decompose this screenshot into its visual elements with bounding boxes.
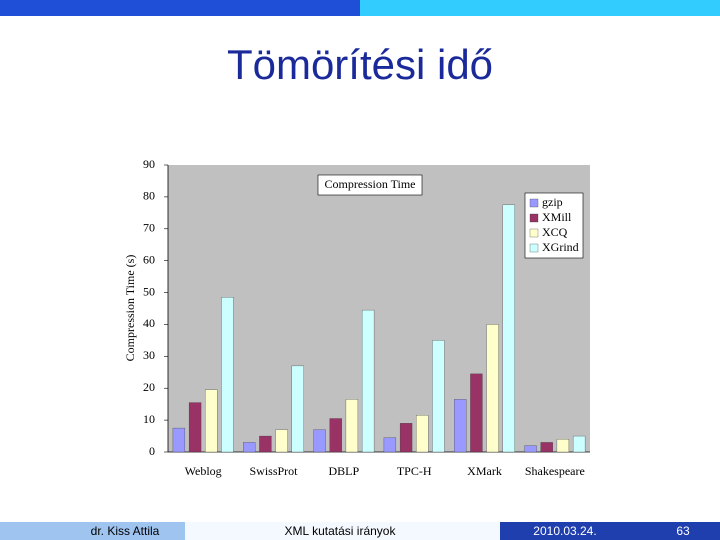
bar — [454, 399, 467, 453]
bar — [275, 429, 288, 453]
bar — [399, 423, 413, 453]
footer-author: dr. Kiss Attila — [91, 524, 160, 538]
bar — [345, 399, 359, 453]
bar — [172, 427, 186, 453]
x-tick-label: DBLP — [328, 464, 359, 478]
top-bar-right — [360, 0, 720, 16]
bar — [361, 309, 375, 453]
y-tick-label: 30 — [143, 348, 155, 362]
legend-swatch — [529, 213, 539, 223]
x-tick-label: XMark — [467, 464, 502, 478]
bar — [221, 297, 234, 453]
bar — [313, 429, 326, 453]
bar — [383, 437, 397, 453]
y-tick-label: 80 — [143, 189, 155, 203]
y-tick-label: 70 — [143, 221, 155, 235]
bar — [416, 415, 429, 453]
footer-date: 2010.03.24. — [533, 524, 596, 538]
y-tick-label: 20 — [143, 380, 155, 394]
y-axis-label: Compression Time (s) — [123, 255, 137, 362]
y-tick-label: 50 — [143, 284, 155, 298]
legend-label: XCQ — [542, 225, 568, 239]
x-tick-label: SwissProt — [249, 464, 298, 478]
legend-label: XGrind — [542, 240, 579, 254]
legend-swatch — [529, 228, 539, 238]
bar — [259, 435, 272, 453]
slide-title: Tömörítési idő — [227, 41, 493, 88]
top-bar-left — [0, 0, 360, 16]
bar — [329, 418, 342, 453]
bar — [205, 389, 218, 453]
footer-topic: XML kutatási irányok — [285, 524, 397, 538]
bar — [432, 340, 445, 453]
bar — [572, 435, 586, 453]
plot-area — [168, 165, 590, 452]
bar — [502, 204, 515, 453]
legend-label: gzip — [542, 195, 563, 209]
footer-mid — [185, 522, 500, 540]
y-tick-label: 10 — [143, 412, 155, 426]
chart-title: Compression Time — [324, 177, 415, 191]
x-tick-label: Weblog — [185, 464, 222, 478]
bar — [524, 445, 537, 453]
legend-swatch — [529, 243, 539, 253]
footer-left — [0, 522, 185, 540]
chart-title-box — [317, 174, 423, 196]
legend-swatch — [529, 198, 539, 208]
y-tick-label: 90 — [143, 157, 155, 171]
bar — [486, 324, 499, 453]
y-tick-label: 0 — [149, 444, 155, 458]
x-tick-label: TPC-H — [397, 464, 432, 478]
footer-page: 63 — [676, 524, 690, 538]
legend-label: XMill — [542, 210, 572, 224]
bar — [470, 373, 483, 453]
bar — [243, 442, 256, 453]
y-tick-label: 60 — [143, 252, 155, 266]
bar — [291, 365, 304, 453]
bar — [556, 439, 570, 453]
footer-right — [500, 522, 720, 540]
x-tick-label: Shakespeare — [525, 464, 585, 478]
y-tick-label: 40 — [143, 316, 155, 330]
bar — [188, 402, 202, 453]
bar — [540, 442, 553, 453]
